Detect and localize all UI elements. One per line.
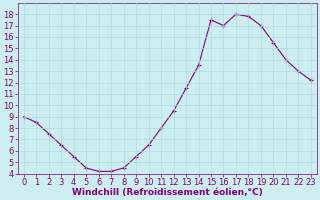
X-axis label: Windchill (Refroidissement éolien,°C): Windchill (Refroidissement éolien,°C) — [72, 188, 263, 197]
